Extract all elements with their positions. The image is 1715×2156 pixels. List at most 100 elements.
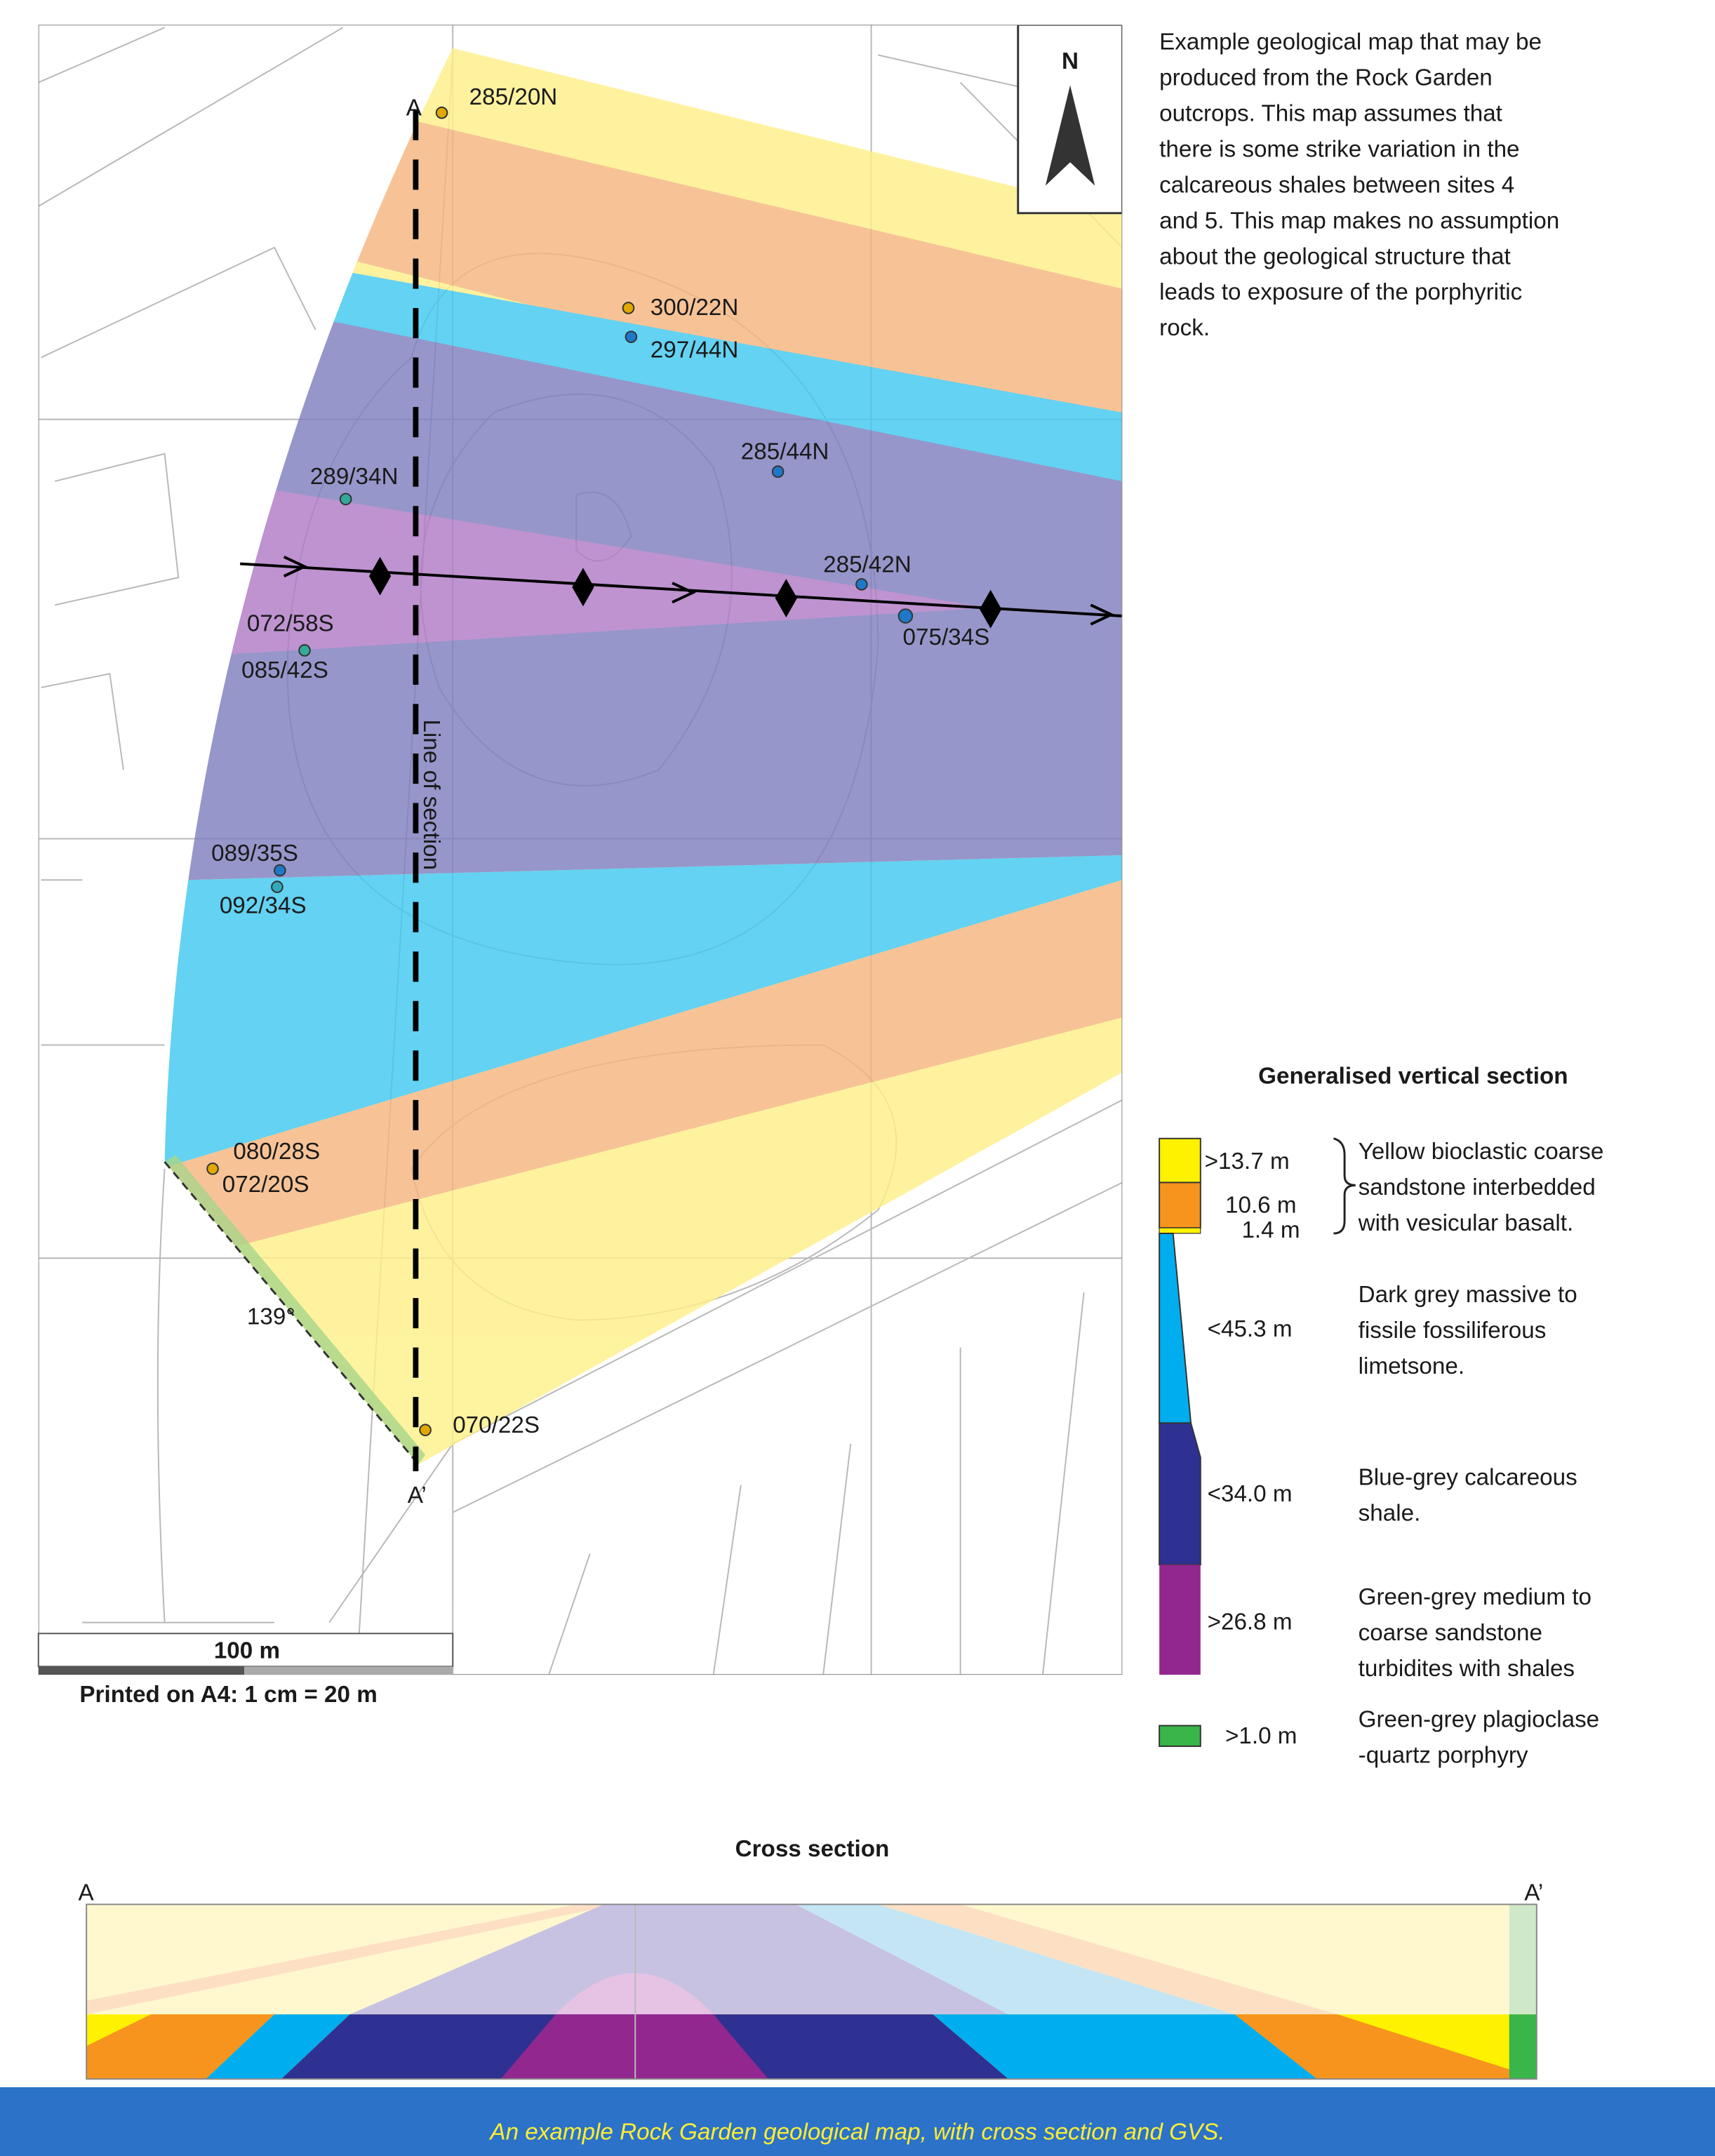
measurement: 285/20N [469,84,558,110]
measurement: 092/34S [220,892,307,918]
description-line: there is some strike variation in the [1159,136,1519,162]
base-map-shape [1045,85,1095,186]
base-map-shape-shape [271,881,283,893]
cross-section-shape [86,2014,275,2080]
description-line: about the geological structure that [1159,243,1511,269]
base-map-shape-shape [206,1163,219,1175]
cross-section-shape [1234,2014,1509,2080]
description-line: produced from the Rock Garden [1159,65,1493,91]
cross-section-start: A [78,1880,94,1906]
gvs-description: Dark grey massive to [1359,1282,1577,1308]
measurement: 297/44N [650,337,739,363]
cross-section-shape [206,2014,350,2080]
section-end: A’ [408,1482,427,1508]
measurement: 072/58S [247,611,334,637]
measurement: 072/20S [222,1172,309,1198]
gvs-description: Blue-grey calcareous [1359,1465,1577,1491]
gvs-thickness: <34.0 m [1208,1481,1293,1507]
base-map-shape-shape [855,578,868,591]
base-map-shape [164,1161,420,1466]
gvs-shape [1159,1227,1201,1234]
line-of-section-label: Line of section [418,719,444,870]
measurement: 085/42S [241,657,328,683]
cross-section-shape [933,2014,1317,2080]
gvs-thickness: >26.8 m [1208,1609,1293,1635]
base-map-shape-shape [164,234,1123,495]
description-line: calcareous shales between sites 4 [1159,172,1514,198]
cross-section-shape [1509,1904,1537,2015]
base-map-shape-shape [625,330,638,343]
cross-section-shape [1509,2014,1537,2080]
cross-section-title: Cross section [735,1836,890,1862]
caption-bar-shape [0,2087,1715,2156]
base-map-shape-shape [419,1424,432,1437]
gvs-shape [1159,1725,1201,1747]
base-map-shape [206,106,914,1437]
gvs-description: coarse sandstone [1359,1620,1542,1646]
measurement: 075/34S [903,624,990,650]
base-map-shape-shape [339,493,352,506]
description: Example geological map that may be produ… [1159,29,1559,342]
description-line: Example geological map that may be [1159,29,1542,55]
base-map-shape [38,27,1123,1675]
gvs-thickness: 10.6 m [1225,1193,1297,1219]
gvs-description: limetsone. [1359,1353,1464,1379]
map-labels: N A A’ Line of section 139° 285/20N 300/… [211,48,1079,1508]
gvs-thickness: >13.7 m [1205,1149,1290,1174]
base-map-shape [283,555,1115,626]
base-map-shape-shape [274,864,286,877]
cross-section-shape [86,1903,1537,2080]
measurement: 070/22S [453,1412,540,1438]
caption: An example Rock Garden geological map, w… [488,2119,1224,2145]
measurement: 289/34N [310,464,399,490]
gvs-shape [1333,1137,1356,1235]
measurement: 080/28S [233,1139,320,1165]
section-start: A [406,95,422,121]
base-map-shape-shape [771,465,785,478]
base-map-shape-shape [622,302,635,314]
cross-section-shape [796,1904,1235,2015]
cross-section-end: A’ [1524,1880,1543,1906]
gvs: Generalised vertical section >13.7 m 10.… [1159,1063,1604,1769]
north-label: N [1062,48,1079,74]
scale-note: Printed on A4: 1 cm = 20 m [79,1682,377,1708]
measurement: 285/44N [741,439,829,465]
gvs-description: with vesicular basalt. [1358,1210,1574,1236]
caption-bar: An example Rock Garden geological map, w… [0,2087,1715,2156]
base-map-shape-shape [897,608,914,624]
scale-bar-shape [38,1666,245,1675]
base-map-shape-shape [164,880,1123,1272]
gvs-description: -quartz porphyry [1359,1742,1528,1768]
base-map-shape-shape [435,106,448,119]
scale-bar: 100 m Printed on A4: 1 cm = 20 m [37,1633,454,1708]
base-map [38,25,1123,1675]
gvs-thickness: <45.3 m [1208,1316,1293,1342]
gvs-shape [1159,1181,1201,1229]
base-map-shape [164,48,1123,1465]
measurement: 285/42N [823,551,912,577]
base-map-shape [164,1155,426,1465]
gvs-shape [1159,1565,1201,1675]
measurement: 089/35S [211,841,298,866]
base-map-shape-shape [298,644,311,657]
angle-label: 139° [247,1304,295,1330]
description-line: rock. [1159,315,1210,341]
gvs-thickness: >1.0 m [1225,1723,1297,1749]
cross-section-shape [349,1904,1009,2015]
gvs-title: Generalised vertical section [1258,1063,1568,1089]
measurement: 300/22N [650,295,739,321]
cross-section-shape [878,1904,1338,2015]
scale-bar-shape [244,1666,453,1675]
gvs-shape [1159,1232,1192,1424]
gvs-description: Yellow bioclastic coarse [1359,1139,1604,1165]
base-map-shape-shape [164,467,988,660]
cross-section: Cross section A A’ [78,1836,1543,2080]
gvs-description: shale. [1359,1501,1421,1527]
description-line: leads to exposure of the porphyritic [1159,279,1522,305]
description-line: outcrops. This map assumes that [1159,100,1502,126]
gvs-description: fissile fossiliferous [1359,1318,1547,1344]
gvs-description: Green-grey plagioclase [1359,1707,1600,1733]
gvs-shape [1159,1137,1201,1184]
